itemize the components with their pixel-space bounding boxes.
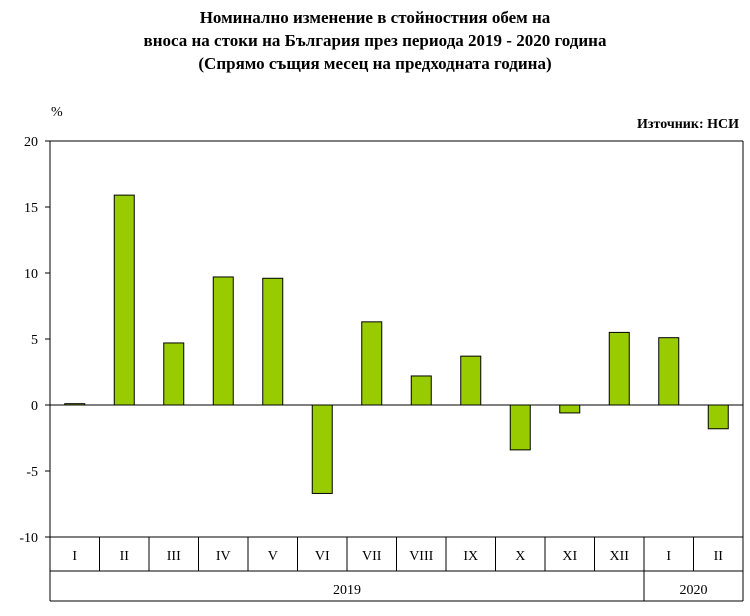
y-tick-label: 10 <box>24 267 38 282</box>
bar <box>460 355 482 406</box>
bar <box>559 404 581 414</box>
x-tick-label: V <box>268 549 278 564</box>
x-tick-label: VIII <box>409 549 433 564</box>
bar <box>608 331 630 406</box>
chart-title: Номинално изменение в стойностния обем н… <box>0 6 750 75</box>
title-line-2: вноса на стоки на България през периода … <box>143 31 607 50</box>
bar <box>410 375 432 406</box>
title-line-1: Номинално изменение в стойностния обем н… <box>199 8 551 27</box>
x-tick-label: II <box>120 549 130 564</box>
bar <box>311 404 333 494</box>
y-tick-label: -10 <box>19 531 38 546</box>
x-tick-label: I <box>666 549 671 564</box>
x-tick-label: XII <box>610 549 630 564</box>
bar <box>658 337 680 406</box>
x-tick-label: X <box>515 549 525 564</box>
bar <box>509 404 531 451</box>
source-label: Източник: НСИ <box>637 117 739 132</box>
title-line-3: (Спрямо същия месец на предходната годин… <box>198 54 552 73</box>
y-tick-label: 20 <box>24 135 38 150</box>
year-group-label: 2019 <box>333 583 361 598</box>
x-tick-label: III <box>167 549 181 564</box>
bar <box>262 277 284 406</box>
y-unit-label: % <box>51 105 63 120</box>
x-tick-label: VI <box>315 549 330 564</box>
bar <box>212 276 234 406</box>
x-tick-label: II <box>714 549 724 564</box>
y-tick-label: 5 <box>31 333 38 348</box>
x-tick-label: IX <box>463 549 478 564</box>
year-group-label: 2020 <box>680 583 708 598</box>
x-tick-label: IV <box>216 549 231 564</box>
bar <box>707 404 729 430</box>
bar <box>64 403 86 406</box>
y-tick-label: 15 <box>24 201 38 216</box>
bar <box>163 342 185 406</box>
bar <box>113 194 135 406</box>
x-tick-label: I <box>72 549 77 564</box>
x-tick-label: VII <box>362 549 382 564</box>
y-tick-label: 0 <box>31 399 38 414</box>
y-tick-label: -5 <box>26 465 38 480</box>
bar <box>361 321 383 406</box>
x-tick-label: XI <box>562 549 577 564</box>
